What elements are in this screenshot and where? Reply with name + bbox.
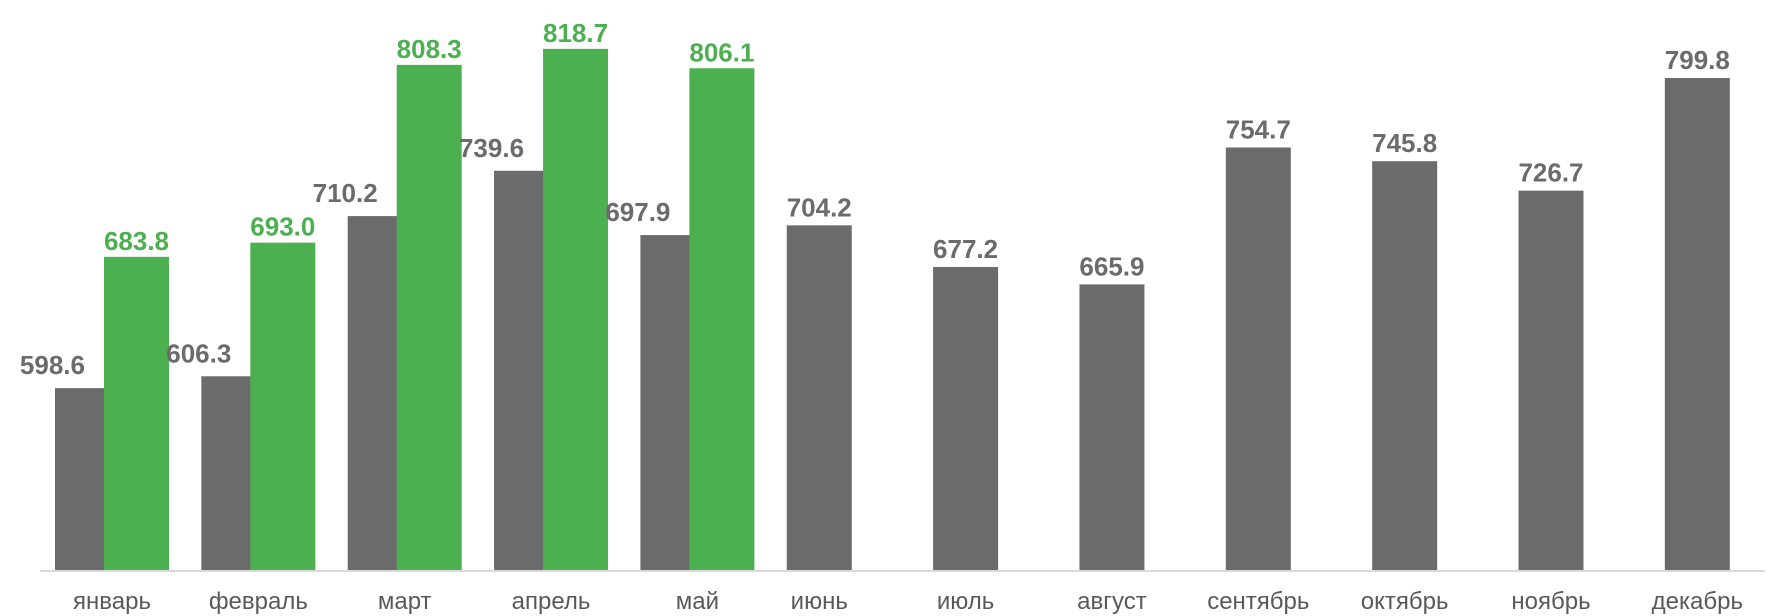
- value-label-series1-11: 726.7: [1518, 158, 1583, 188]
- value-label-series2-4: 818.7: [543, 18, 608, 48]
- bar-series1-7: [933, 266, 999, 571]
- x-tick-label-9: сентябрь: [1207, 588, 1309, 615]
- x-tick-label-5: май: [676, 588, 719, 615]
- x-tick-label-6: июнь: [791, 588, 848, 615]
- value-label-series1-7: 677.2: [933, 234, 998, 264]
- value-label-series1-4: 739.6: [459, 133, 524, 163]
- bar-series1-12: [1664, 77, 1730, 571]
- bar-series1-10: [1372, 161, 1438, 571]
- bar-series2-2: [250, 242, 316, 571]
- x-tick-label-7: июль: [937, 588, 994, 615]
- x-tick-label-10: октябрь: [1361, 588, 1449, 615]
- x-tick-label-8: август: [1077, 588, 1147, 615]
- x-tick-label-3: март: [378, 588, 432, 615]
- x-tick-label-11: ноябрь: [1511, 588, 1590, 615]
- x-tick-label-2: февраль: [209, 588, 308, 615]
- value-label-series2-3: 808.3: [397, 34, 462, 64]
- bar-series2-3: [396, 64, 462, 571]
- bar-series2-1: [104, 256, 169, 571]
- value-label-series1-8: 665.9: [1079, 251, 1144, 281]
- value-label-series1-9: 754.7: [1226, 115, 1291, 145]
- x-tick-label-12: декабрь: [1652, 588, 1743, 615]
- value-label-series2-2: 693.0: [250, 212, 315, 242]
- bars-layer: [55, 48, 1730, 572]
- value-label-series1-5: 697.9: [605, 197, 670, 227]
- value-label-series1-1: 598.6: [20, 350, 85, 380]
- bar-series2-4: [543, 48, 609, 571]
- x-tick-label-4: апрель: [512, 588, 591, 615]
- value-label-series1-3: 710.2: [313, 178, 378, 208]
- bar-series1-9: [1225, 147, 1291, 572]
- value-label-series1-12: 799.8: [1665, 45, 1730, 75]
- value-label-series2-1: 683.8: [104, 226, 169, 256]
- value-label-series2-5: 806.1: [689, 37, 754, 67]
- value-label-series1-2: 606.3: [166, 338, 231, 368]
- bar-series1-11: [1518, 190, 1584, 571]
- value-label-series1-6: 704.2: [787, 192, 852, 222]
- x-tick-label-1: январь: [73, 588, 151, 615]
- bar-series1-8: [1079, 284, 1145, 571]
- x-tick-labels-layer: январь февраль март апрель май июнь июль август…: [73, 588, 1743, 615]
- bar-series2-5: [689, 68, 755, 571]
- value-label-series1-10: 745.8: [1372, 128, 1437, 158]
- bar-series1-6: [786, 225, 852, 571]
- value-labels-layer: 598.6 683.8 606.3 693.0 710.2 808.3 739.6 818.7…: [20, 18, 1730, 380]
